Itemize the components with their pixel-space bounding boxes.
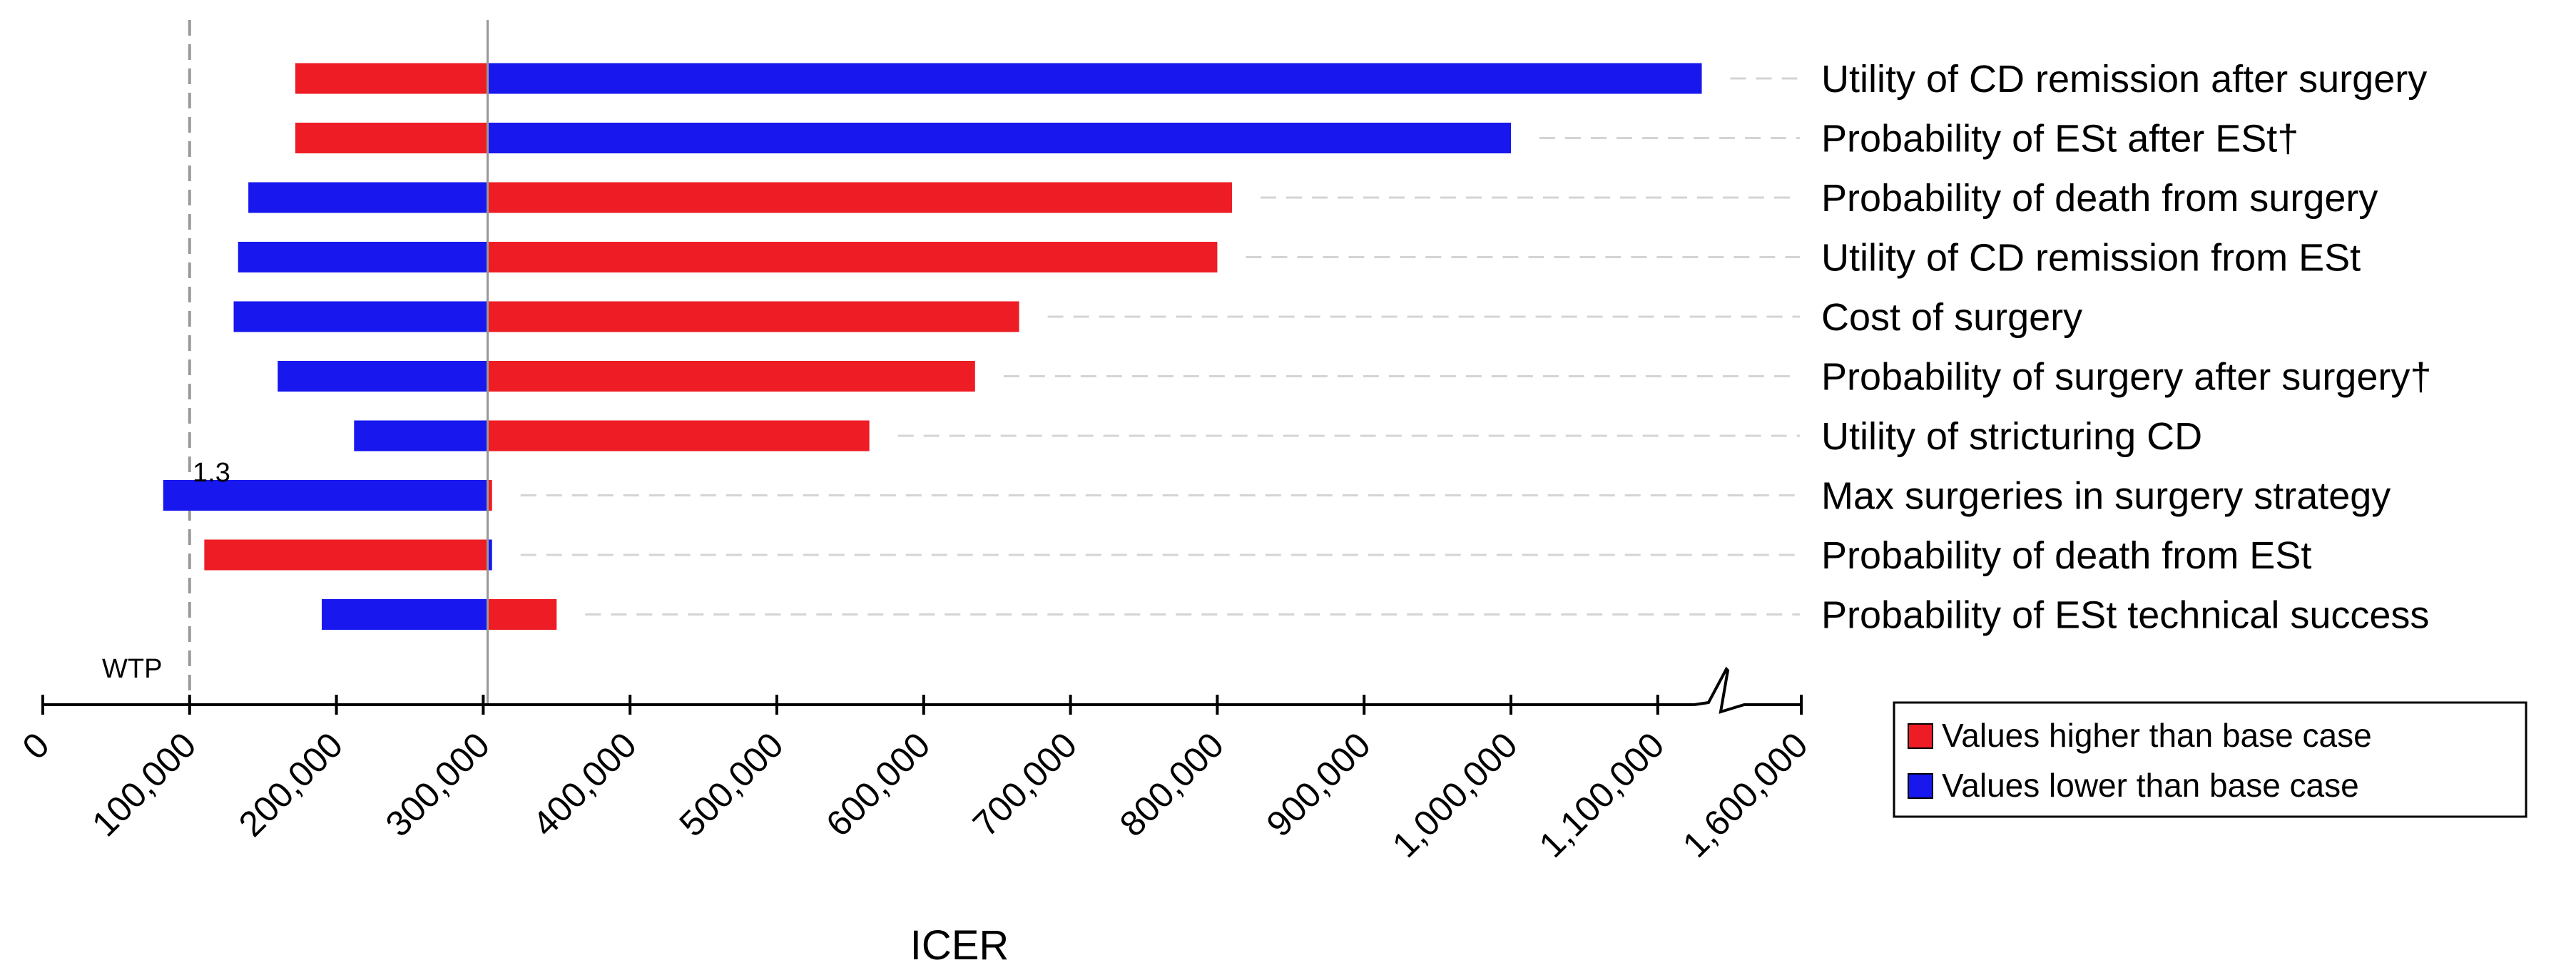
x-tick-label: 1,100,000 bbox=[1532, 725, 1672, 865]
bar-high-segment bbox=[487, 361, 975, 392]
bar-high-segment bbox=[487, 539, 492, 571]
parameter-label: Utility of stricturing CD bbox=[1821, 415, 2202, 458]
parameter-label: Max surgeries in surgery strategy bbox=[1821, 475, 2391, 518]
legend: Values higher than base case Values lowe… bbox=[1893, 701, 2527, 818]
parameter-labels: Utility of CD remission after surgery Pro… bbox=[1821, 58, 2431, 637]
x-axis: 0 100,000 200,000 300,000 400,000 500,000 600,… bbox=[15, 666, 1816, 865]
parameter-label: Utility of CD remission from ESt bbox=[1821, 237, 2361, 280]
x-tick-label: 1,000,000 bbox=[1385, 725, 1525, 865]
x-tick-label: 600,000 bbox=[818, 725, 937, 844]
x-tick-label: 0 bbox=[15, 725, 57, 767]
parameter-label: Probability of death from ESt bbox=[1821, 534, 2311, 577]
parameter-label: Probability of ESt technical success bbox=[1821, 594, 2429, 637]
bar-high-segment bbox=[487, 420, 870, 451]
x-tick-label: 400,000 bbox=[525, 725, 644, 844]
axis-break bbox=[1694, 666, 1758, 714]
bar-high-segment bbox=[487, 301, 1019, 332]
legend-frame bbox=[1893, 701, 2527, 818]
bar-low-segment bbox=[238, 242, 488, 272]
bars bbox=[163, 20, 1702, 705]
bar-high-segment bbox=[487, 123, 1511, 153]
bar-low-segment bbox=[163, 480, 488, 511]
x-tick-label: 200,000 bbox=[231, 725, 350, 844]
parameter-label: Probability of surgery after surgery† bbox=[1821, 356, 2431, 399]
x-tick-label: 800,000 bbox=[1112, 725, 1231, 844]
x-tick-label: 1,600,000 bbox=[1675, 725, 1816, 865]
x-axis-title: ICER bbox=[910, 922, 1009, 969]
bar-low-segment bbox=[322, 599, 488, 630]
legend-label-lower: Values lower than base case bbox=[1942, 767, 2359, 804]
legend-label-higher: Values higher than base case bbox=[1942, 717, 2372, 754]
x-tick-label: 300,000 bbox=[378, 725, 497, 844]
bar-low-segment bbox=[295, 63, 488, 94]
bar-high-segment bbox=[487, 480, 492, 511]
x-tick-label: 700,000 bbox=[965, 725, 1084, 844]
legend-swatch-higher bbox=[1908, 723, 1933, 749]
x-tick-label: 500,000 bbox=[671, 725, 790, 844]
bar-low-segment bbox=[248, 182, 488, 213]
bar-low-segment bbox=[354, 420, 488, 451]
bar-high-segment bbox=[487, 182, 1232, 213]
x-tick-label: 900,000 bbox=[1259, 725, 1378, 844]
bar-high-segment bbox=[487, 242, 1218, 272]
bar-high-segment bbox=[487, 599, 557, 630]
parameter-label: Utility of CD remission after surgery bbox=[1821, 58, 2427, 101]
bar-low-segment bbox=[295, 123, 488, 153]
x-tick-label: 100,000 bbox=[84, 725, 203, 844]
bar-high-segment bbox=[487, 63, 1702, 94]
bar-low-segment bbox=[278, 361, 488, 392]
bar-low-segment bbox=[233, 301, 488, 332]
legend-swatch-lower bbox=[1908, 773, 1933, 799]
bar-low-segment bbox=[204, 539, 488, 571]
wtp-label: WTP bbox=[102, 654, 162, 684]
parameter-label: Probability of ESt after ESt† bbox=[1821, 118, 2298, 160]
annotation-1-3: 1.3 bbox=[193, 458, 230, 488]
parameter-label: Probability of death from surgery bbox=[1821, 177, 2378, 220]
parameter-label: Cost of surgery bbox=[1821, 296, 2082, 339]
